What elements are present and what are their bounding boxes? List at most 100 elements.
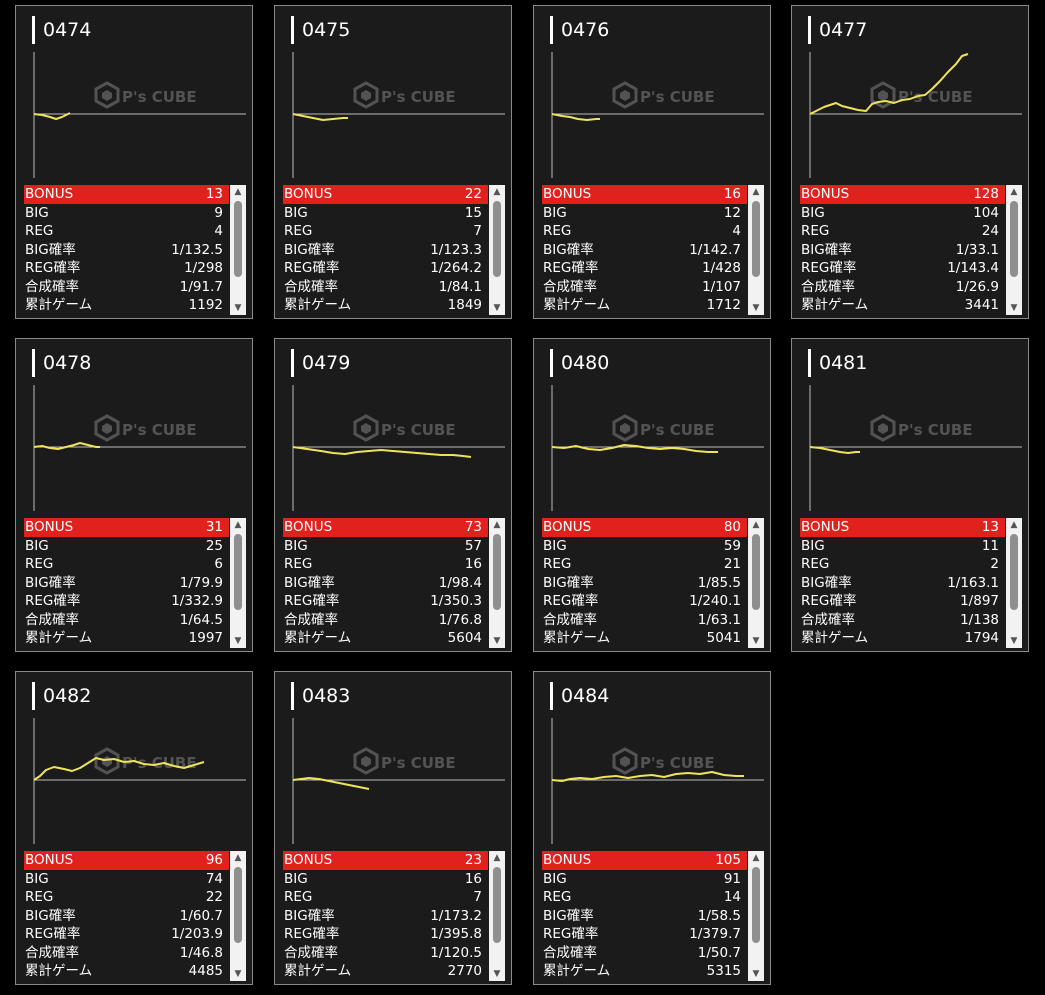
scroll-up-icon[interactable]: ▲ xyxy=(493,853,501,863)
stat-label: BIG xyxy=(801,204,825,221)
stat-value: 7 xyxy=(473,889,482,905)
scroll-down-icon[interactable]: ▼ xyxy=(752,303,760,313)
stats-scrollbar[interactable]: ▲ ▼ xyxy=(489,851,505,981)
stat-label: BONUS xyxy=(801,186,850,202)
machine-card[interactable]: 0477 P's CUBE BONUS 128 BIG 104 REG 24 B… xyxy=(791,5,1029,319)
stat-row-reg: REG 7 xyxy=(283,222,488,241)
machine-card[interactable]: 0476 P's CUBE BONUS 16 BIG 12 REG 4 BIG確… xyxy=(533,5,771,319)
scroll-thumb[interactable] xyxy=(493,201,501,277)
scroll-down-icon[interactable]: ▼ xyxy=(1010,636,1018,646)
scroll-thumb[interactable] xyxy=(493,867,501,943)
stat-row-reg: REG 2 xyxy=(800,555,1005,574)
scroll-down-icon[interactable]: ▼ xyxy=(493,969,501,979)
stat-value: 31 xyxy=(205,519,223,535)
stats-scrollbar[interactable]: ▲ ▼ xyxy=(1006,518,1022,648)
stats-scrollbar[interactable]: ▲ ▼ xyxy=(748,185,764,315)
stat-row-bonus: BONUS 105 xyxy=(542,851,747,870)
scroll-up-icon[interactable]: ▲ xyxy=(752,520,760,530)
machine-card[interactable]: 0481 P's CUBE BONUS 13 BIG 11 REG 2 BIG確… xyxy=(791,338,1029,652)
stat-value: 1997 xyxy=(188,630,223,646)
stats-scrollbar[interactable]: ▲ ▼ xyxy=(1006,185,1022,315)
stat-value: 13 xyxy=(205,186,223,202)
stat-value: 1/60.7 xyxy=(179,907,223,924)
stat-label: 累計ゲーム xyxy=(801,297,869,313)
scroll-thumb[interactable] xyxy=(1010,534,1018,610)
stats-scrollbar[interactable]: ▲ ▼ xyxy=(230,851,246,981)
stat-value: 1/203.9 xyxy=(171,926,223,942)
scroll-down-icon[interactable]: ▼ xyxy=(493,636,501,646)
machine-card[interactable]: 0483 P's CUBE BONUS 23 BIG 16 REG 7 BIG確… xyxy=(274,671,512,985)
scroll-up-icon[interactable]: ▲ xyxy=(752,187,760,197)
scroll-down-icon[interactable]: ▼ xyxy=(752,636,760,646)
scroll-down-icon[interactable]: ▼ xyxy=(752,969,760,979)
scroll-up-icon[interactable]: ▲ xyxy=(234,853,242,863)
scroll-up-icon[interactable]: ▲ xyxy=(493,520,501,530)
stats-scrollbar[interactable]: ▲ ▼ xyxy=(748,518,764,648)
stat-row-total-games: 累計ゲーム 2770 xyxy=(283,962,488,981)
machine-number: 0483 xyxy=(291,682,350,710)
stat-label: BIG確率 xyxy=(543,907,594,924)
stat-row-big-rate: BIG確率 1/173.2 xyxy=(283,907,488,926)
machine-card[interactable]: 0474 P's CUBE BONUS 13 BIG 9 REG 4 BIG確率 xyxy=(15,5,253,319)
stat-row-big-rate: BIG確率 1/58.5 xyxy=(542,907,747,926)
stat-value: 16 xyxy=(464,870,482,887)
stats-scrollbar[interactable]: ▲ ▼ xyxy=(489,185,505,315)
stat-row-total-games: 累計ゲーム 1849 xyxy=(283,296,488,315)
stat-row-big-rate: BIG確率 1/132.5 xyxy=(24,241,229,260)
stat-label: BIG確率 xyxy=(284,574,335,591)
stat-label: BONUS xyxy=(25,186,74,202)
stat-label: 合成確率 xyxy=(284,611,338,628)
stat-row-total-games: 累計ゲーム 1997 xyxy=(24,629,229,648)
stat-value: 1/298 xyxy=(184,260,223,276)
scroll-up-icon[interactable]: ▲ xyxy=(752,853,760,863)
scroll-down-icon[interactable]: ▼ xyxy=(493,303,501,313)
stats-scrollbar[interactable]: ▲ ▼ xyxy=(230,518,246,648)
scroll-thumb[interactable] xyxy=(752,534,760,610)
scroll-thumb[interactable] xyxy=(1010,201,1018,277)
stat-label: 合成確率 xyxy=(25,611,79,628)
machine-card[interactable]: 0475 P's CUBE BONUS 22 BIG 15 REG 7 BIG確… xyxy=(274,5,512,319)
stat-value: 1/350.3 xyxy=(430,593,482,609)
watermark-logo: P's CUBE xyxy=(898,421,973,439)
machine-number: 0481 xyxy=(808,349,867,377)
stats-table: BONUS 31 BIG 25 REG 6 BIG確率 1/79.9 REG確率… xyxy=(24,518,229,648)
stats-table: BONUS 13 BIG 9 REG 4 BIG確率 1/132.5 REG確率… xyxy=(24,185,229,315)
scroll-up-icon[interactable]: ▲ xyxy=(493,187,501,197)
scroll-down-icon[interactable]: ▼ xyxy=(234,969,242,979)
stats-scrollbar[interactable]: ▲ ▼ xyxy=(489,518,505,648)
stats-scrollbar[interactable]: ▲ ▼ xyxy=(230,185,246,315)
machine-number: 0474 xyxy=(32,16,91,44)
scroll-thumb[interactable] xyxy=(234,534,242,610)
stat-label: REG確率 xyxy=(284,926,340,942)
machine-card[interactable]: 0479 P's CUBE BONUS 73 BIG 57 REG 16 BIG… xyxy=(274,338,512,652)
scroll-thumb[interactable] xyxy=(752,867,760,943)
scroll-down-icon[interactable]: ▼ xyxy=(1010,303,1018,313)
stat-label: BIG確率 xyxy=(25,907,76,924)
machine-card[interactable]: 0484 P's CUBE BONUS 105 BIG 91 REG 14 BI… xyxy=(533,671,771,985)
scroll-thumb[interactable] xyxy=(493,534,501,610)
stats-scrollbar[interactable]: ▲ ▼ xyxy=(748,851,764,981)
stat-value: 16 xyxy=(723,186,741,202)
stat-label: BIG確率 xyxy=(284,907,335,924)
stat-value: 57 xyxy=(464,537,482,554)
machine-card[interactable]: 0482 P's CUBE BONUS 96 BIG 74 REG 22 BIG… xyxy=(15,671,253,985)
scroll-thumb[interactable] xyxy=(234,867,242,943)
stat-label: BONUS xyxy=(284,852,333,868)
stat-value: 21 xyxy=(723,556,741,572)
stat-row-total-games: 累計ゲーム 5315 xyxy=(542,962,747,981)
watermark: P's CUBE xyxy=(353,747,456,775)
scroll-up-icon[interactable]: ▲ xyxy=(1010,187,1018,197)
stat-value: 105 xyxy=(715,852,741,868)
stat-label: BONUS xyxy=(284,519,333,535)
scroll-down-icon[interactable]: ▼ xyxy=(234,636,242,646)
scroll-thumb[interactable] xyxy=(234,201,242,277)
scroll-thumb[interactable] xyxy=(752,201,760,277)
slump-graph: P's CUBE xyxy=(275,379,513,514)
stat-row-bonus: BONUS 13 xyxy=(24,185,229,204)
scroll-up-icon[interactable]: ▲ xyxy=(234,187,242,197)
scroll-up-icon[interactable]: ▲ xyxy=(1010,520,1018,530)
machine-card[interactable]: 0478 P's CUBE BONUS 31 BIG 25 REG 6 BIG確… xyxy=(15,338,253,652)
scroll-up-icon[interactable]: ▲ xyxy=(234,520,242,530)
scroll-down-icon[interactable]: ▼ xyxy=(234,303,242,313)
machine-card[interactable]: 0480 P's CUBE BONUS 80 BIG 59 REG 21 BIG… xyxy=(533,338,771,652)
